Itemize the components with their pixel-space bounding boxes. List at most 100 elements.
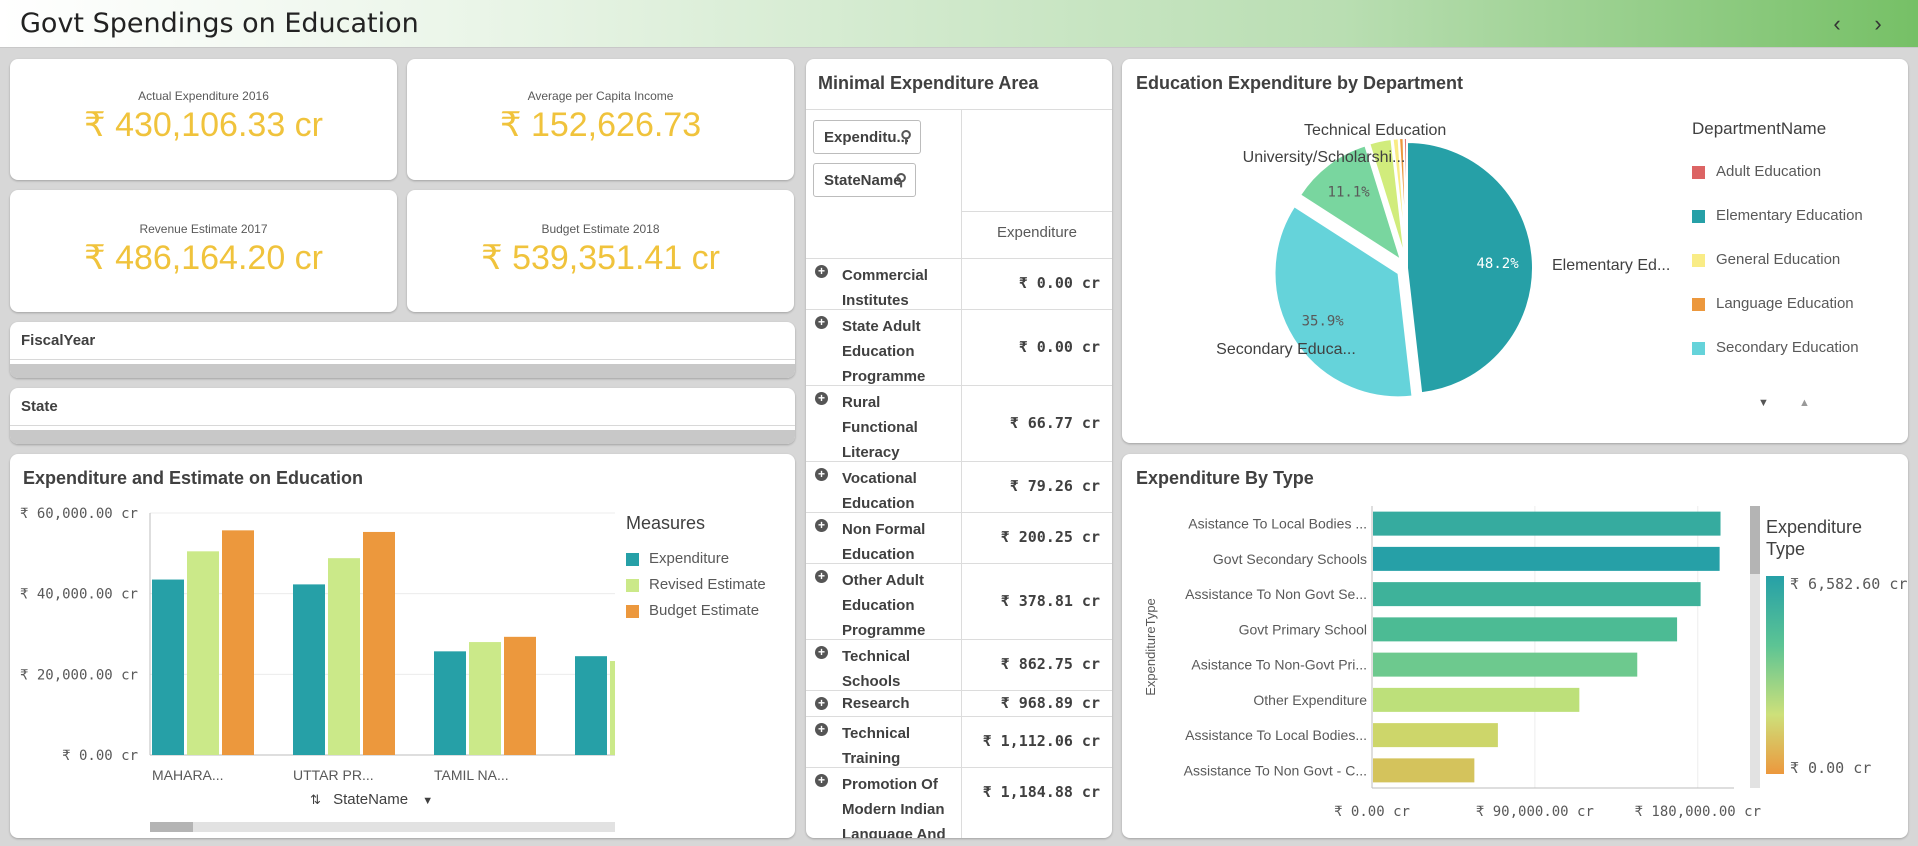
legend-swatch — [1692, 298, 1705, 311]
ytick-label: ₹ 0.00 cr — [62, 748, 138, 764]
pie-slice-label: University/Scholarshi... — [1243, 149, 1406, 166]
expand-icon[interactable]: + — [815, 723, 828, 736]
kpi-label: Revenue Estimate 2017 — [139, 222, 268, 236]
bars-group — [152, 530, 615, 755]
row-value: ₹ 0.00 cr — [1018, 274, 1100, 292]
caret-down-icon: ▼ — [422, 795, 434, 807]
table-row[interactable]: + Technical Training ₹ 1,112.06 cr — [806, 716, 1112, 767]
expand-icon[interactable]: + — [815, 646, 828, 659]
search-expenditure-field[interactable]: Expenditu... ⚲ — [813, 120, 921, 154]
expand-icon[interactable]: + — [815, 468, 828, 481]
filter-scrollbar[interactable] — [10, 430, 795, 444]
pie-pct-label: 11.1% — [1328, 184, 1371, 200]
row-value: ₹ 200.25 cr — [1000, 528, 1100, 546]
table-row[interactable]: + Promotion Of Modern Indian Language An… — [806, 767, 1112, 838]
kpi-revenue-estimate[interactable]: Revenue Estimate 2017 ₹ 486,164.20 cr — [10, 190, 397, 312]
hbar — [1373, 652, 1638, 677]
xaxis-dimension-selector[interactable]: ⇅ StateName ▼ — [310, 791, 433, 808]
filter-state[interactable]: State — [10, 388, 795, 444]
expand-icon[interactable]: + — [815, 697, 828, 710]
legend-swatch — [626, 553, 639, 566]
pie-chart-svg[interactable]: 48.2% 35.9% 11.1% Elementary Ed... Secondary… — [1122, 59, 1908, 443]
xtick-label: ₹ 180,000.00 cr — [1635, 804, 1761, 820]
chevron-left-icon[interactable]: ‹ — [1833, 11, 1841, 36]
row-name: Technical Training — [842, 725, 911, 767]
hbar-chart-svg[interactable]: ₹ 0.00 cr ₹ 90,000.00 cr ₹ 180,000.00 cr As… — [1122, 454, 1908, 838]
legend-swatch — [1692, 342, 1705, 355]
expand-icon[interactable]: + — [815, 265, 828, 278]
ytick-label: Assistance To Non Govt - C... — [1184, 762, 1367, 778]
table-row[interactable]: + Rural Functional Literacy ₹ 66.77 cr — [806, 385, 1112, 461]
legend-scroll-down-icon[interactable]: ▼ — [1758, 397, 1769, 409]
expenditure-estimate-chart: Expenditure and Estimate on Education ₹ … — [10, 454, 795, 838]
expand-icon[interactable]: + — [815, 774, 828, 787]
search-label: Expenditu... — [824, 129, 910, 146]
kpi-budget-estimate[interactable]: Budget Estimate 2018 ₹ 539,351.41 cr — [407, 190, 794, 312]
filter-fiscal-year[interactable]: FiscalYear — [10, 322, 795, 378]
department-pie-chart: Education Expenditure by Department 48.2… — [1122, 59, 1908, 443]
bar-revised-estimate — [610, 661, 615, 755]
pie-slice-label: Elementary Ed... — [1552, 257, 1670, 274]
bar-expenditure — [575, 656, 607, 755]
xtick-label: MAHARA... — [152, 767, 224, 783]
pie-slice-technical-education — [1368, 137, 1406, 259]
scrollbar-thumb[interactable] — [150, 822, 193, 832]
xtick-label: UTTAR PR... — [293, 767, 374, 783]
xaxis-label: StateName — [333, 791, 409, 808]
pie-slice-secondary-education — [1273, 204, 1414, 399]
legend-title: DepartmentName — [1692, 119, 1827, 138]
ytick-label: Assistance To Local Bodies... — [1185, 727, 1367, 743]
kpi-label: Average per Capita Income — [527, 89, 674, 103]
hbar — [1373, 582, 1701, 607]
ytick-label: Govt Primary School — [1239, 621, 1367, 637]
vertical-scrollbar[interactable] — [1750, 506, 1760, 788]
xtick-label: TAMIL NA... — [434, 767, 509, 783]
table-row[interactable]: + Vocational Education ₹ 79.26 cr — [806, 461, 1112, 512]
pie-pct-label: 48.2% — [1476, 256, 1519, 272]
row-value: ₹ 862.75 cr — [1000, 655, 1100, 673]
divider — [10, 359, 795, 360]
expand-icon[interactable]: + — [815, 316, 828, 329]
table-row[interactable]: + Research ₹ 968.89 cr — [806, 690, 1112, 716]
table-row[interactable]: + Commercial Institutes ₹ 0.00 cr — [806, 258, 1112, 309]
table-row[interactable]: + Technical Schools ₹ 862.75 cr — [806, 639, 1112, 690]
column-divider — [961, 110, 962, 838]
table-row[interactable]: + Non Formal Education ₹ 200.25 cr — [806, 512, 1112, 563]
kpi-actual-expenditure[interactable]: Actual Expenditure 2016 ₹ 430,106.33 cr — [10, 59, 397, 180]
expand-icon[interactable]: + — [815, 570, 828, 583]
filter-title: State — [21, 398, 58, 415]
kpi-value: ₹ 430,106.33 cr — [83, 106, 323, 144]
sort-icon: ⇅ — [310, 792, 321, 807]
kpi-label: Actual Expenditure 2016 — [138, 89, 269, 103]
hbar — [1373, 758, 1475, 783]
horizontal-scrollbar[interactable] — [150, 822, 615, 832]
kpi-label: Budget Estimate 2018 — [541, 222, 660, 236]
filter-title: FiscalYear — [21, 332, 96, 349]
bar-chart-svg[interactable]: ₹ 0.00 cr ₹ 20,000.00 cr ₹ 40,000.00 cr ₹ 6… — [10, 454, 795, 838]
kpi-avg-capita-income[interactable]: Average per Capita Income ₹ 152,626.73 — [407, 59, 794, 180]
legend-scroll-up-icon[interactable]: ▲ — [1799, 397, 1810, 409]
legend-label: Secondary Education — [1716, 339, 1859, 356]
filter-scrollbar[interactable] — [10, 364, 795, 378]
row-value: ₹ 66.77 cr — [1009, 414, 1100, 432]
ytick-label: ₹ 60,000.00 cr — [20, 506, 138, 522]
column-header-expenditure[interactable]: Expenditure — [996, 224, 1078, 241]
hbar — [1373, 546, 1720, 571]
minimal-expenditure-table: Minimal Expenditure Area Expenditu... ⚲ … — [806, 59, 1112, 838]
legend-label: General Education — [1716, 251, 1841, 268]
ytick-label: Assistance To Non Govt Se... — [1185, 586, 1367, 602]
table-row[interactable]: + State Adult Education Programme ₹ 0.00… — [806, 309, 1112, 385]
scrollbar-thumb[interactable] — [1750, 506, 1760, 574]
row-name: State Adult Education Programme — [842, 318, 926, 385]
expand-icon[interactable]: + — [815, 392, 828, 405]
expand-icon[interactable]: + — [815, 519, 828, 532]
kpi-value: ₹ 486,164.20 cr — [83, 239, 323, 277]
chevron-right-icon[interactable]: › — [1874, 11, 1882, 36]
search-statename-field[interactable]: StateName ⚲ — [813, 163, 916, 197]
table-row[interactable]: + Other Adult Education Programme ₹ 378.… — [806, 563, 1112, 639]
color-gradient-legend[interactable] — [1766, 576, 1784, 774]
pie-slice-label: Technical Education — [1304, 122, 1446, 139]
bar-expenditure — [152, 579, 184, 755]
pie-pct-label: 35.9% — [1302, 313, 1345, 329]
legend-label: Budget Estimate — [649, 602, 760, 619]
